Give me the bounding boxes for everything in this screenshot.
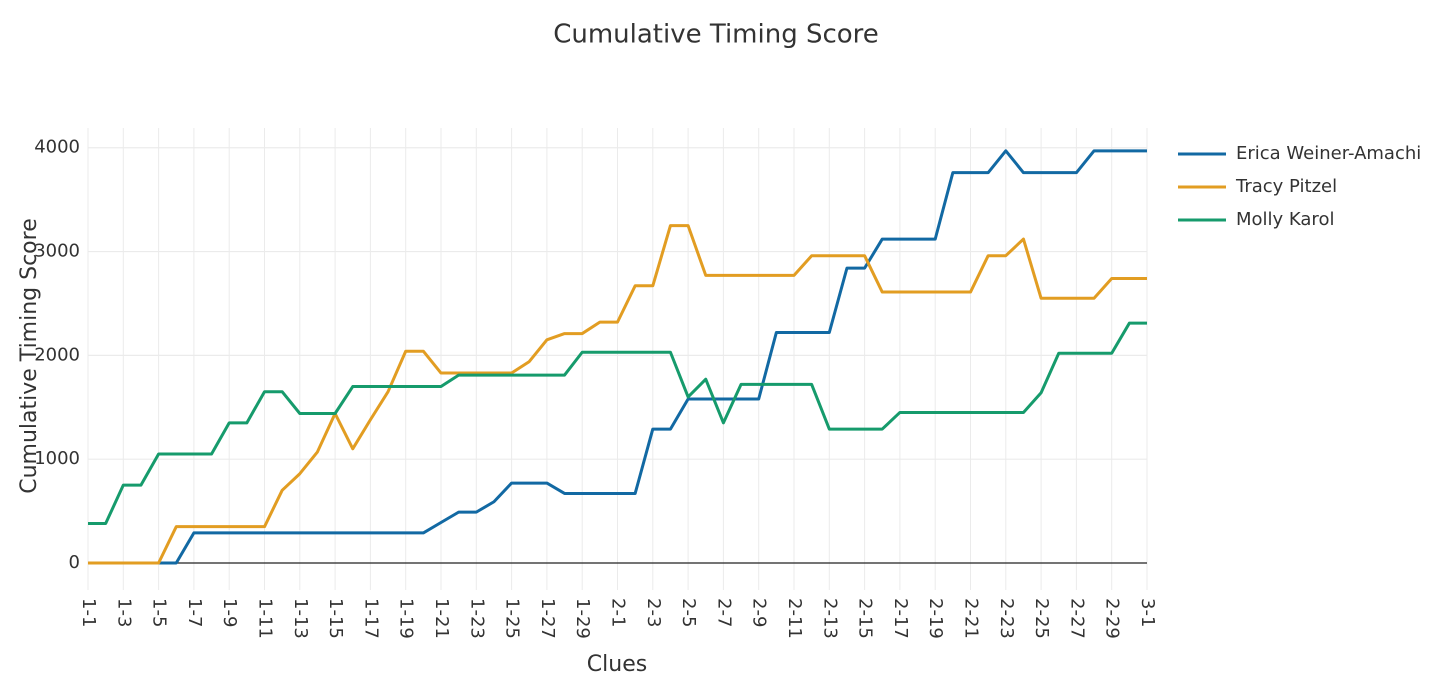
x-tick-label: 2-19 xyxy=(925,598,946,639)
series-line xyxy=(88,224,1147,565)
x-tick-label: 2-7 xyxy=(713,598,734,627)
series-line xyxy=(88,149,1147,565)
x-tick-label: 1-7 xyxy=(184,598,205,627)
y-tick-label: 0 xyxy=(69,552,80,573)
x-tick-label: 1-5 xyxy=(149,598,170,627)
x-tick-label: 2-23 xyxy=(996,598,1017,639)
x-tick-label: 1-9 xyxy=(219,598,240,627)
x-tick-label: 1-17 xyxy=(360,598,381,639)
x-tick-label: 1-23 xyxy=(466,598,487,639)
x-tick-label: 1-13 xyxy=(290,598,311,639)
x-tick-label: 2-17 xyxy=(890,598,911,639)
x-tick-label: 1-29 xyxy=(572,598,593,639)
x-tick-label: 1-21 xyxy=(431,598,452,639)
x-tick-label: 1-15 xyxy=(325,598,346,639)
y-tick-label: 3000 xyxy=(34,241,80,262)
series-line xyxy=(88,321,1147,526)
chart-title: Cumulative Timing Score xyxy=(553,20,879,50)
x-tick-label: 2-5 xyxy=(678,598,699,627)
y-axis-title: Cumulative Timing Score xyxy=(17,218,42,494)
x-tick-label: 1-19 xyxy=(396,598,417,639)
x-tick-label: 2-9 xyxy=(749,598,770,627)
x-tick-label: 1-11 xyxy=(255,598,276,639)
x-tick-label: 2-25 xyxy=(1031,598,1052,639)
x-tick-label: 1-3 xyxy=(113,598,134,627)
x-tick-label: 2-29 xyxy=(1102,598,1123,639)
legend-label: Molly Karol xyxy=(1236,209,1334,230)
x-tick-label: 2-11 xyxy=(784,598,805,639)
x-axis-title: Clues xyxy=(587,652,647,677)
x-tick-label: 3-1 xyxy=(1137,598,1158,627)
x-tick-label: 2-21 xyxy=(961,598,982,639)
x-tick-label: 2-13 xyxy=(819,598,840,639)
y-tick-label: 2000 xyxy=(34,344,80,365)
x-tick-label: 1-25 xyxy=(502,598,523,639)
x-tick-label: 2-3 xyxy=(643,598,664,627)
legend-label: Tracy Pitzel xyxy=(1235,176,1337,197)
x-tick-label: 1-1 xyxy=(78,598,99,627)
x-tick-label: 2-15 xyxy=(855,598,876,639)
y-tick-label: 1000 xyxy=(34,448,80,469)
y-tick-label: 4000 xyxy=(34,137,80,158)
legend-label: Erica Weiner-Amachi xyxy=(1236,143,1421,164)
x-tick-label: 1-27 xyxy=(537,598,558,639)
x-tick-label: 2-1 xyxy=(608,598,629,627)
x-tick-label: 2-27 xyxy=(1066,598,1087,639)
